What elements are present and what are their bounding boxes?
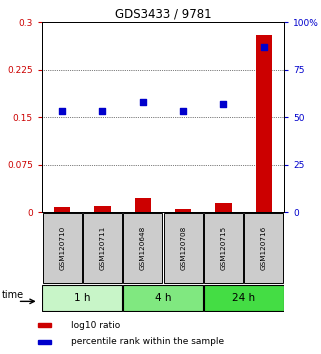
Bar [204, 285, 283, 311]
Text: 4 h: 4 h [155, 293, 171, 303]
Text: GSM120648: GSM120648 [140, 226, 146, 270]
Point [221, 101, 226, 107]
Bar [215, 203, 231, 212]
Bar [94, 206, 110, 212]
Bar [38, 323, 51, 327]
Point [261, 44, 266, 50]
Bar [38, 340, 51, 343]
Title: GDS3433 / 9781: GDS3433 / 9781 [115, 8, 211, 21]
Bar [83, 213, 122, 282]
Text: GSM120708: GSM120708 [180, 226, 186, 270]
Text: 24 h: 24 h [232, 293, 255, 303]
Bar [43, 213, 82, 282]
Text: time: time [2, 290, 24, 299]
Bar [256, 35, 272, 212]
Bar [42, 285, 122, 311]
Bar [135, 198, 151, 212]
Bar [124, 213, 162, 282]
Bar [245, 213, 283, 282]
Bar [164, 213, 203, 282]
Text: GSM120711: GSM120711 [100, 226, 106, 270]
Text: GSM120710: GSM120710 [59, 226, 65, 270]
Point [100, 108, 105, 114]
Text: percentile rank within the sample: percentile rank within the sample [71, 337, 224, 346]
Text: 1 h: 1 h [74, 293, 91, 303]
Text: GSM120716: GSM120716 [261, 226, 267, 270]
Point [181, 108, 186, 114]
Point [60, 108, 65, 114]
Point [140, 99, 145, 105]
Text: GSM120715: GSM120715 [221, 226, 227, 270]
Bar [54, 207, 70, 212]
Bar [175, 210, 191, 212]
Bar [123, 285, 203, 311]
Text: log10 ratio: log10 ratio [71, 320, 120, 330]
Bar [204, 213, 243, 282]
